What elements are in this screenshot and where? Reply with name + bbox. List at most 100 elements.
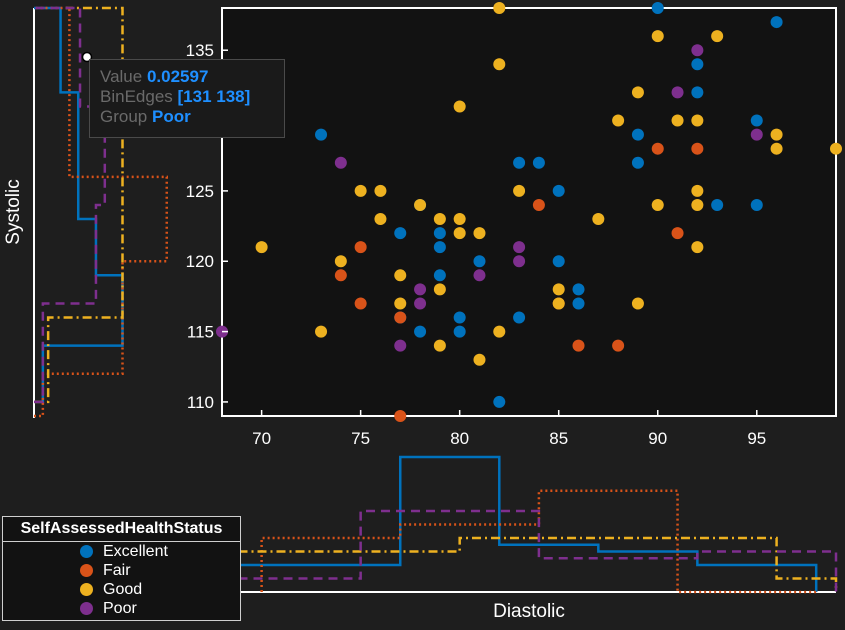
point-good[interactable]: [374, 213, 387, 226]
point-good[interactable]: [433, 339, 446, 352]
point-excellent[interactable]: [453, 325, 466, 338]
point-poor[interactable]: [414, 297, 427, 310]
point-good[interactable]: [334, 255, 347, 268]
point-fair[interactable]: [394, 311, 407, 324]
point-excellent[interactable]: [394, 227, 407, 240]
point-fair[interactable]: [612, 339, 625, 352]
point-good[interactable]: [414, 198, 427, 211]
point-good[interactable]: [453, 213, 466, 226]
point-poor[interactable]: [334, 156, 347, 169]
point-good[interactable]: [394, 269, 407, 282]
point-excellent[interactable]: [433, 269, 446, 282]
point-excellent[interactable]: [513, 156, 526, 169]
point-good[interactable]: [473, 227, 486, 240]
point-good[interactable]: [691, 241, 704, 254]
point-good[interactable]: [592, 213, 605, 226]
point-good[interactable]: [493, 325, 506, 338]
point-excellent[interactable]: [552, 255, 565, 268]
point-fair[interactable]: [532, 198, 545, 211]
legend-item-excellent[interactable]: Excellent: [3, 542, 240, 561]
legend-item-fair[interactable]: Fair: [3, 561, 240, 580]
point-good[interactable]: [651, 30, 664, 43]
point-good[interactable]: [770, 128, 783, 141]
point-excellent[interactable]: [750, 114, 763, 127]
point-good[interactable]: [433, 213, 446, 226]
point-excellent[interactable]: [750, 198, 763, 211]
systolic-hist-poor[interactable]: [34, 6, 107, 404]
point-good[interactable]: [691, 198, 704, 211]
point-good[interactable]: [691, 114, 704, 127]
point-poor[interactable]: [691, 44, 704, 57]
point-excellent[interactable]: [315, 128, 328, 141]
point-good[interactable]: [315, 325, 328, 338]
point-good[interactable]: [354, 184, 367, 197]
point-good[interactable]: [830, 142, 842, 155]
point-poor[interactable]: [750, 128, 763, 141]
point-excellent[interactable]: [433, 227, 446, 240]
diastolic-hist-good[interactable]: [220, 536, 838, 592]
point-excellent[interactable]: [453, 311, 466, 324]
point-good[interactable]: [394, 297, 407, 310]
point-good[interactable]: [552, 297, 565, 310]
point-excellent[interactable]: [433, 241, 446, 254]
point-excellent[interactable]: [532, 156, 545, 169]
point-poor[interactable]: [394, 339, 407, 352]
point-excellent[interactable]: [631, 156, 644, 169]
diastolic-hist-poor[interactable]: [220, 509, 838, 592]
point-poor[interactable]: [513, 241, 526, 254]
point-poor[interactable]: [671, 86, 684, 99]
point-fair[interactable]: [354, 241, 367, 254]
point-excellent[interactable]: [414, 325, 427, 338]
point-good[interactable]: [631, 297, 644, 310]
point-excellent[interactable]: [572, 283, 585, 296]
point-poor[interactable]: [513, 255, 526, 268]
point-good[interactable]: [631, 86, 644, 99]
point-good[interactable]: [433, 283, 446, 296]
point-excellent[interactable]: [493, 395, 506, 408]
point-good[interactable]: [612, 114, 625, 127]
point-good[interactable]: [651, 198, 664, 211]
point-good[interactable]: [711, 30, 724, 43]
point-poor[interactable]: [473, 269, 486, 282]
point-fair[interactable]: [572, 339, 585, 352]
legend[interactable]: SelfAssessedHealthStatus Excellent Fair …: [2, 516, 241, 621]
legend-item-poor[interactable]: Poor: [3, 599, 240, 618]
point-good[interactable]: [493, 58, 506, 71]
diastolic-hist-fair[interactable]: [260, 489, 817, 594]
diastolic-histogram-axes[interactable]: [220, 455, 838, 594]
point-excellent[interactable]: [552, 184, 565, 197]
point-fair[interactable]: [354, 297, 367, 310]
point-excellent[interactable]: [473, 255, 486, 268]
systolic-hist-good[interactable]: [34, 6, 124, 404]
point-fair[interactable]: [671, 227, 684, 240]
point-excellent[interactable]: [691, 58, 704, 71]
point-excellent[interactable]: [513, 311, 526, 324]
point-good[interactable]: [473, 353, 486, 366]
systolic-histogram-axes[interactable]: [33, 6, 168, 418]
point-fair[interactable]: [334, 269, 347, 282]
point-excellent[interactable]: [711, 198, 724, 211]
systolic-hist-fair[interactable]: [34, 6, 168, 418]
diastolic-hist-excellent[interactable]: [220, 455, 818, 592]
point-excellent[interactable]: [691, 86, 704, 99]
point-good[interactable]: [255, 241, 268, 254]
point-fair[interactable]: [691, 142, 704, 155]
point-good[interactable]: [770, 142, 783, 155]
point-excellent[interactable]: [572, 297, 585, 310]
point-good[interactable]: [453, 227, 466, 240]
point-excellent[interactable]: [631, 128, 644, 141]
point-fair[interactable]: [651, 142, 664, 155]
point-good[interactable]: [513, 184, 526, 197]
point-good[interactable]: [552, 283, 565, 296]
point-good[interactable]: [671, 114, 684, 127]
point-good[interactable]: [493, 2, 506, 14]
point-poor[interactable]: [414, 283, 427, 296]
legend-item-good[interactable]: Good: [3, 580, 240, 599]
point-good[interactable]: [374, 184, 387, 197]
point-fair[interactable]: [394, 410, 407, 422]
point-excellent[interactable]: [651, 2, 664, 14]
point-good[interactable]: [691, 184, 704, 197]
point-excellent[interactable]: [770, 16, 783, 29]
point-good[interactable]: [453, 100, 466, 113]
